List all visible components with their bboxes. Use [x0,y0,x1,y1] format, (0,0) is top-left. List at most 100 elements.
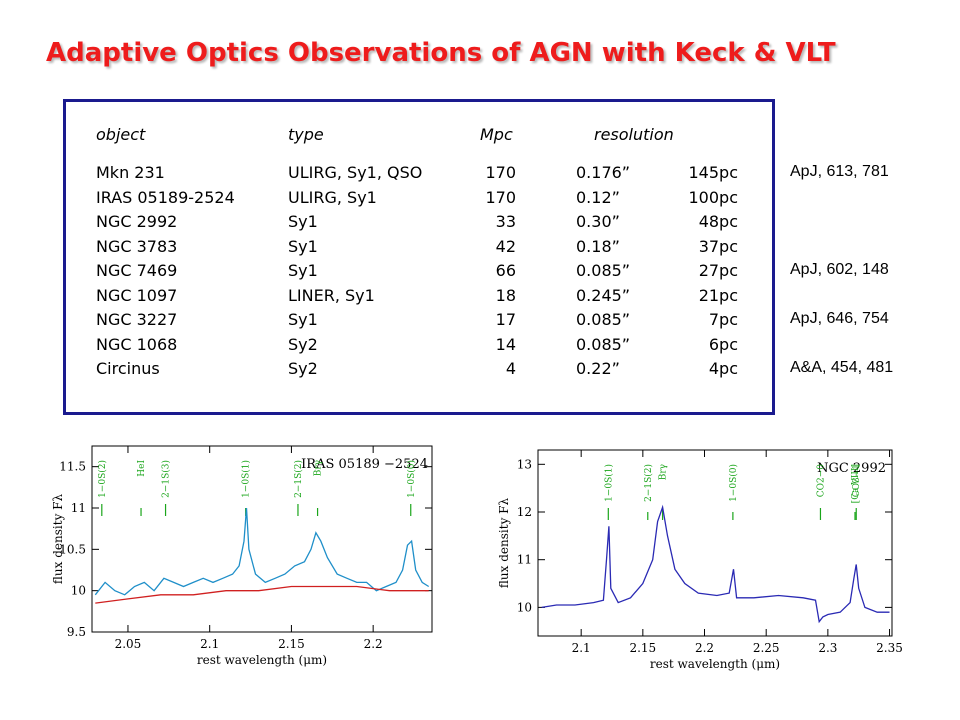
spectrum-series [95,585,429,604]
cell-resolution-pc: 7pc [708,310,738,329]
cell-object: NGC 1097 [96,285,178,305]
x-tick-label: 2.2 [695,641,714,655]
cell-type: ULIRG, Sy1 [288,187,377,207]
cell-type: Sy1 [288,261,318,280]
emission-line-label: 1−0S(1) [603,464,614,502]
y-axis-label: flux density Fλ [51,494,65,585]
cell-type: Sy2 [288,334,318,354]
emission-line-label: 1−0S(0) [728,464,739,502]
emission-line-label: Brγ [659,464,669,480]
cell-mpc: 18 [495,285,516,305]
cell-object: NGC 3227 [96,310,178,329]
y-tick-label: 13 [517,457,532,471]
y-axis-label: flux density Fλ [497,498,511,589]
cell-mpc: 66 [495,261,516,280]
cell-mpc: 170 [485,163,516,182]
cell-type: Sy2 [288,359,318,378]
spectrum-label: IRAS 05189 −2524 [301,457,428,472]
slide-title: Adaptive Optics Observations of AGN with… [46,38,836,68]
emission-line-label: 1−0S(0) [406,460,417,498]
cell-resolution-arcsec: 0.085” [576,334,631,354]
cell-mpc: 17 [495,310,516,329]
spectrum-series [94,507,430,596]
cell-resolution-arcsec: 0.18” [576,236,620,256]
y-tick-label: 10.5 [59,542,86,556]
emission-line-label: 2−1S(2) [643,464,654,502]
emission-line-label: 2−1S(3) [161,460,172,498]
x-axis-label: rest wavelength (μm) [197,653,327,667]
plot-frame [91,445,433,633]
y-tick-label: 11 [71,501,86,515]
reference-label: A&A, 454, 481 [790,359,894,376]
cell-resolution-arcsec: 0.085” [576,310,631,329]
ngc2992-spectrum-chart: 2.1 2.15 2.2 2.25 2.3 2.35 10 11 12 13 rest wavele… [497,449,903,671]
emission-line-label: CO3−1 [852,464,862,497]
cell-type: LINER, Sy1 [288,285,375,305]
header-mpc: Mpc [480,125,513,144]
cell-mpc: 14 [495,334,516,354]
cell-type: Sy1 [288,236,318,256]
cell-type: Sy1 [288,310,318,329]
header-type: type [288,125,324,144]
x-tick-label: 2.1 [200,637,219,651]
cell-resolution-arcsec: 0.085” [576,261,631,280]
cell-resolution-arcsec: 0.22” [576,359,620,378]
cell-resolution-pc: 4pc [708,359,738,378]
cell-object: Circinus [96,359,160,378]
cell-resolution-pc: 145pc [688,163,739,182]
x-tick-label: 2.25 [753,641,780,655]
x-tick-label: 2.15 [278,637,305,651]
emission-line-label: CO2−0 [816,464,826,498]
cell-type: Sy1 [288,212,318,231]
cell-resolution-arcsec: 0.176” [576,163,631,182]
cell-object: NGC 3783 [96,236,178,256]
cell-resolution-pc: 100pc [688,187,739,207]
x-tick-label: 2.15 [629,641,656,655]
cell-resolution-pc: 48pc [698,212,738,231]
reference-label: ApJ, 613, 781 [790,163,889,180]
cell-resolution-pc: 37pc [698,236,738,256]
y-tick-label: 10 [517,600,532,614]
header-object: object [96,125,146,144]
x-tick-label: 2.3 [818,641,837,655]
emission-line-label: 1−0S(2) [97,460,108,498]
emission-line-label: [Ca VIII] [851,464,861,503]
plot-frame [537,449,893,637]
emission-line-label: Brγ [314,460,324,476]
cell-mpc: 4 [505,359,516,378]
cell-type: ULIRG, Sy1, QSO [288,163,423,182]
reference-label: ApJ, 602, 148 [790,261,889,278]
cell-resolution-pc: 6pc [708,334,738,354]
cell-object: IRAS 05189-2524 [96,187,235,207]
x-tick-label: 2.1 [572,641,591,655]
cell-resolution-arcsec: 0.12” [576,187,620,207]
emission-line-label: 2−1S(2) [293,460,304,498]
iras-spectrum-chart: 2.05 2.1 2.15 2.2 9.5 10 10.5 11 11.5 rest wavele… [51,445,433,667]
cell-object: NGC 2992 [96,212,178,231]
x-axis-label: rest wavelength (μm) [650,657,780,671]
x-tick-label: 2.35 [876,641,903,655]
reference-label: ApJ, 646, 754 [790,310,889,327]
cell-mpc: 42 [495,236,516,256]
observations-table: object type Mpc resolution Mkn 231 ULIRG, Sy1… [63,99,775,415]
emission-line-label: HeI [137,460,147,477]
cell-mpc: 33 [495,212,516,231]
y-tick-label: 11 [517,553,532,567]
cell-resolution-pc: 21pc [698,285,738,305]
header-resolution: resolution [594,125,674,144]
cell-object: Mkn 231 [96,163,165,182]
y-tick-label: 10 [71,584,86,598]
cell-mpc: 170 [485,187,516,207]
spectrum-label: NGC 2992 [817,461,886,476]
y-tick-label: 12 [517,505,532,519]
x-tick-label: 2.2 [364,637,383,651]
cell-resolution-arcsec: 0.245” [576,285,631,305]
emission-line-label: 1−0S(1) [241,460,252,498]
cell-object: NGC 1068 [96,334,178,354]
cell-resolution-arcsec: 0.30” [576,212,620,231]
cell-object: NGC 7469 [96,261,178,280]
spectrum-series [541,504,890,624]
x-tick-label: 2.05 [115,637,142,651]
cell-resolution-pc: 27pc [698,261,738,280]
y-tick-label: 9.5 [67,625,86,639]
